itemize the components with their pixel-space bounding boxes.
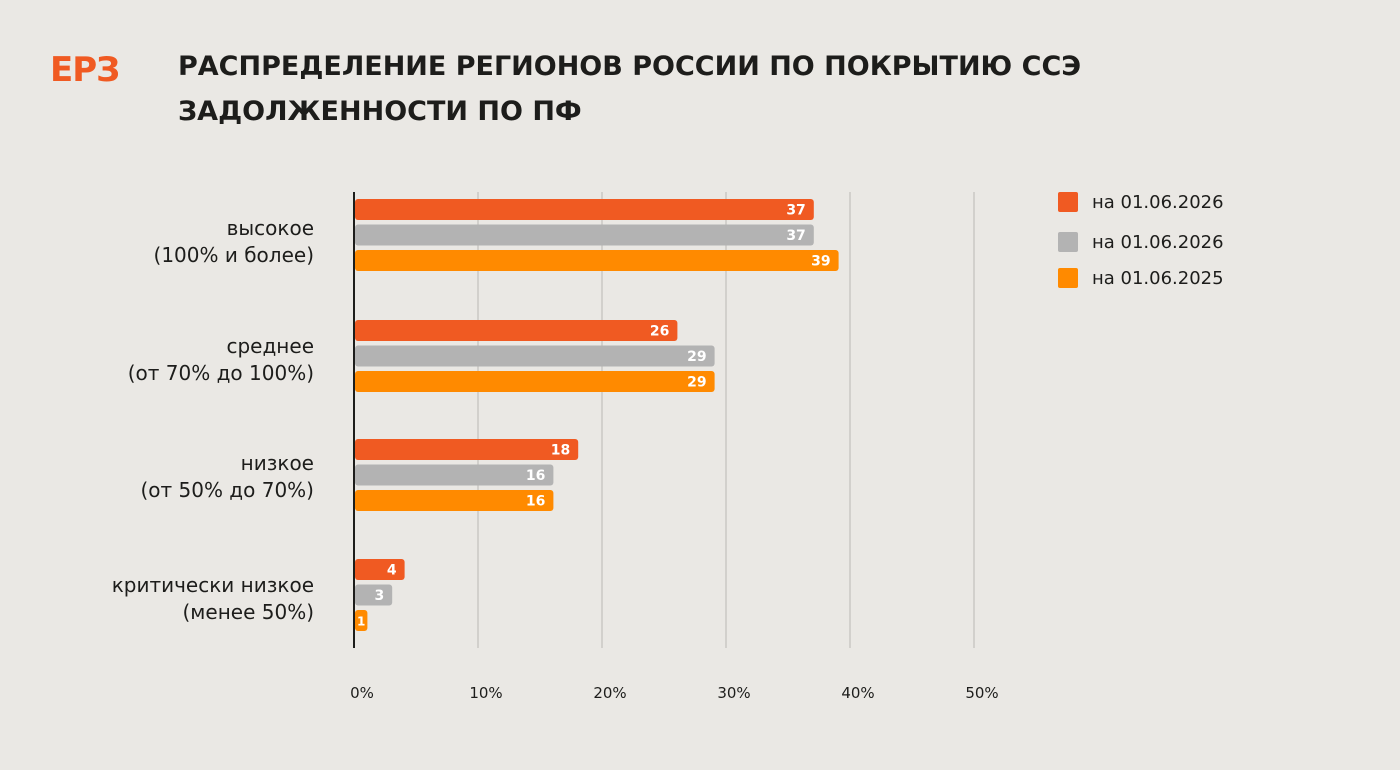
x-tick-label: 20% (593, 684, 626, 702)
bar-value-label: 16 (526, 494, 545, 510)
category-labels: высокое (100% и более) среднее (от 70% до 1… (112, 216, 314, 624)
bar (355, 559, 405, 580)
bar-value-label: 37 (786, 228, 805, 244)
x-tick-label: 30% (717, 684, 750, 702)
bar (355, 224, 814, 246)
category-label-line: критически низкое (112, 573, 314, 597)
category-label-line: (от 50% до 70%) (140, 478, 314, 502)
category-label-line: (менее 50%) (183, 600, 315, 624)
x-tick-labels: 0% 10% 20% 30% 40% 50% (350, 684, 999, 702)
bar-value-label: 3 (374, 588, 384, 604)
category-label-line: (100% и более) (154, 243, 314, 267)
legend: на 01.06.2026 на 01.06.2026 на 01.06.202… (1058, 184, 1224, 296)
legend-item: на 01.06.2026 (1058, 184, 1224, 220)
legend-swatch (1058, 232, 1078, 252)
legend-item: на 01.06.2025 (1058, 260, 1224, 296)
page-title: РАСПРЕДЕЛЕНИЕ РЕГИОНОВ РОССИИ ПО ПОКРЫТИ… (178, 44, 1178, 134)
legend-label: на 01.06.2025 (1092, 267, 1224, 289)
bar-value-label: 4 (387, 563, 397, 579)
bar (355, 371, 715, 392)
category-label-line: низкое (241, 451, 314, 475)
bar (355, 320, 678, 341)
category-label: низкое (от 50% до 70%) (140, 451, 314, 502)
x-tick-label: 50% (965, 684, 998, 702)
legend-swatch (1058, 192, 1078, 212)
category-label-line: среднее (226, 334, 314, 358)
bar-value-label: 39 (811, 254, 830, 270)
bar (355, 610, 368, 631)
legend-swatch (1058, 268, 1078, 288)
x-tick-label: 0% (350, 684, 374, 702)
logo: ЕРЗ (50, 50, 120, 90)
bar (355, 250, 839, 271)
title-line-1: РАСПРЕДЕЛЕНИЕ РЕГИОНОВ РОССИИ ПО ПОКРЫТИ… (178, 51, 1082, 82)
bar-value-label: 26 (650, 324, 669, 340)
category-label: критически низкое (менее 50%) (112, 573, 314, 624)
category-label-line: (от 70% до 100%) (128, 361, 314, 385)
bar (355, 439, 579, 460)
bar-value-label: 1 (357, 615, 365, 629)
bar (355, 345, 715, 367)
bars: 37 37 39 26 29 29 18 16 16 431 (355, 199, 839, 631)
category-label-line: высокое (227, 216, 314, 240)
bar-value-label: 18 (551, 443, 570, 459)
category-label: среднее (от 70% до 100%) (128, 334, 314, 385)
bar-value-label: 37 (786, 203, 805, 219)
x-tick-label: 10% (469, 684, 502, 702)
legend-label: на 01.06.2026 (1092, 191, 1224, 213)
bar (355, 464, 554, 486)
category-label: высокое (100% и более) (154, 216, 314, 267)
bar (355, 199, 814, 220)
bar-value-label: 16 (526, 468, 545, 484)
bar (355, 584, 393, 606)
bar-value-label: 29 (687, 375, 706, 391)
legend-item: на 01.06.2026 (1058, 224, 1224, 260)
legend-label: на 01.06.2026 (1092, 231, 1224, 253)
x-tick-label: 40% (841, 684, 874, 702)
bar (355, 490, 554, 511)
bar-value-label: 29 (687, 349, 706, 365)
title-line-2: ЗАДОЛЖЕННОСТИ ПО ПФ (178, 96, 582, 127)
